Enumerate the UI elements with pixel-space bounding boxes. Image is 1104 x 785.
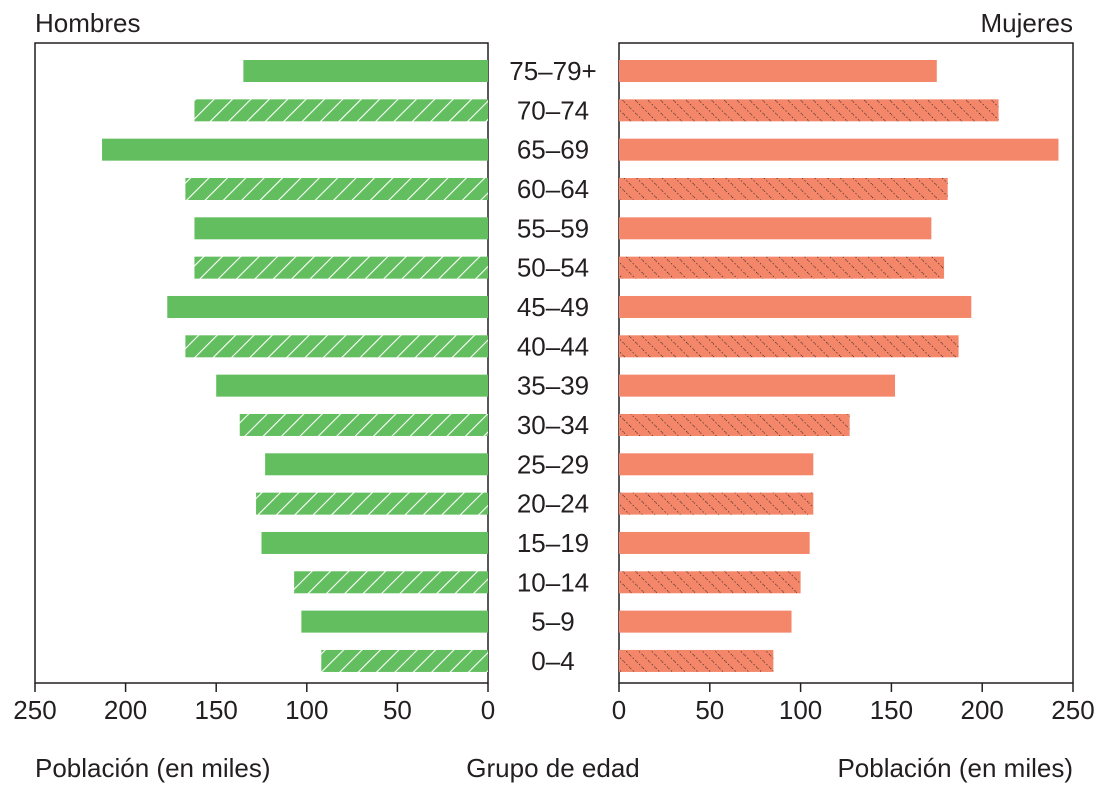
right-x-axis: 0 50 100 150 200 250	[612, 683, 1095, 725]
left-tick-label-0: 0	[481, 695, 495, 725]
men-bar-30-34	[239, 413, 488, 436]
left-x-axis: 0 50 100 150 200 250	[13, 683, 495, 725]
age-label-50-54: 50–54	[517, 253, 589, 283]
women-bar-5-9	[619, 610, 792, 633]
age-label-75-79: 75–79+	[509, 56, 596, 86]
women-bar-25-29	[619, 453, 814, 476]
left-plot-frame	[34, 42, 489, 684]
right-tick-label-250: 250	[1051, 695, 1094, 725]
women-bar-45-49	[619, 295, 972, 318]
men-bar-35-39	[216, 374, 488, 397]
women-bar-40-44	[619, 335, 959, 358]
men-bar-0-4	[321, 649, 488, 672]
right-tick-label-100: 100	[779, 695, 822, 725]
right-tick-label-0: 0	[612, 695, 626, 725]
women-bar-55-59	[619, 217, 932, 240]
men-bar-60-64	[185, 177, 488, 200]
age-label-20-24: 20–24	[517, 489, 589, 519]
women-bar-75-79	[619, 60, 937, 82]
age-label-35-39: 35–39	[517, 371, 589, 401]
men-bar-20-24	[256, 492, 488, 515]
right-tick-label-200: 200	[961, 695, 1004, 725]
right-panel-title: Mujeres	[981, 8, 1073, 38]
women-bar-10-14	[619, 571, 801, 594]
women-bar-30-34	[619, 413, 850, 436]
right-tick-label-150: 150	[870, 695, 913, 725]
men-bar-50-54	[194, 256, 488, 279]
women-bar-35-39	[619, 374, 896, 397]
men-bars	[102, 60, 488, 672]
men-bar-40-44	[185, 335, 488, 358]
men-bar-10-14	[294, 571, 488, 594]
left-tick-label-50: 50	[383, 695, 412, 725]
age-group-labels: 75–79+ 70–74 65–69 60–64 55–59 50–54 45–49 40–4…	[509, 56, 596, 676]
men-bar-5-9	[301, 610, 488, 633]
center-axis-label: Grupo de edad	[466, 753, 639, 783]
men-bar-65-69	[102, 138, 488, 161]
men-bar-75-79	[243, 60, 488, 82]
women-bars	[619, 60, 1059, 672]
left-tick-label-200: 200	[104, 695, 147, 725]
right-x-axis-label: Población (en miles)	[837, 753, 1073, 783]
age-label-45-49: 45–49	[517, 292, 589, 322]
age-label-25-29: 25–29	[517, 449, 589, 479]
men-bar-15-19	[261, 531, 488, 554]
left-x-axis-label: Población (en miles)	[35, 753, 271, 783]
women-bar-70-74	[619, 99, 999, 122]
men-bar-45-49	[167, 295, 488, 318]
women-bar-20-24	[619, 492, 814, 515]
age-label-40-44: 40–44	[517, 331, 589, 361]
age-label-60-64: 60–64	[517, 174, 589, 204]
age-label-0-4: 0–4	[531, 646, 574, 676]
age-label-5-9: 5–9	[531, 607, 574, 637]
age-label-70-74: 70–74	[517, 95, 589, 125]
age-label-55-59: 55–59	[517, 213, 589, 243]
left-tick-label-100: 100	[285, 695, 328, 725]
left-tick-label-250: 250	[13, 695, 56, 725]
women-bar-60-64	[619, 177, 948, 200]
age-label-65-69: 65–69	[517, 135, 589, 165]
right-plot-frame	[618, 42, 1074, 684]
men-bar-55-59	[194, 217, 488, 240]
left-tick-label-150: 150	[195, 695, 238, 725]
women-bar-50-54	[619, 256, 945, 279]
left-panel-title: Hombres	[35, 8, 140, 38]
age-label-10-14: 10–14	[517, 567, 589, 597]
men-bar-25-29	[265, 453, 488, 476]
women-bar-15-19	[619, 531, 810, 554]
age-label-15-19: 15–19	[517, 528, 589, 558]
age-label-30-34: 30–34	[517, 410, 589, 440]
men-bar-70-74	[194, 99, 488, 122]
women-bar-0-4	[619, 649, 774, 672]
right-tick-label-50: 50	[695, 695, 724, 725]
women-bar-65-69	[619, 138, 1059, 161]
